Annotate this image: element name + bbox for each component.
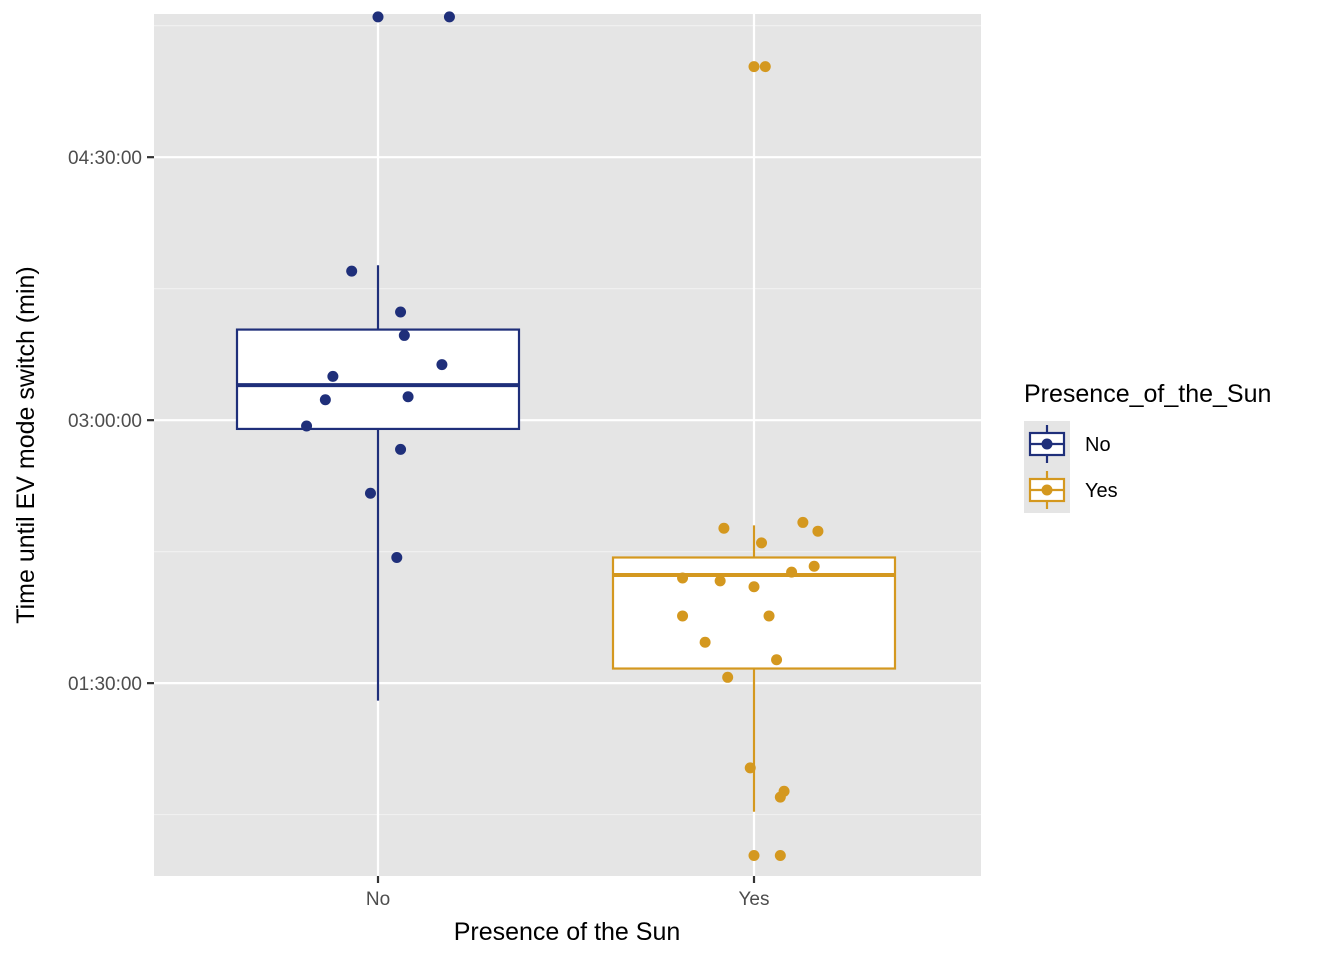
data-point-no [443,11,455,23]
legend-key-point [1041,484,1053,496]
data-point-yes [774,850,786,862]
data-point-yes [677,610,689,622]
legend-label-no: No [1085,434,1111,456]
data-point-no [391,551,403,563]
chart-marks [235,11,897,862]
plot-panel [154,14,981,876]
data-point-no [319,394,331,406]
box-no [235,265,521,701]
data-point-yes [771,654,783,666]
x-tick-label: No [366,889,390,910]
data-point-yes [812,525,824,537]
data-point-no [395,443,407,455]
x-tick-label: Yes [739,889,770,910]
legend-key-yes [1024,467,1070,513]
data-point-yes [748,581,760,593]
data-point-yes [748,850,760,862]
data-point-yes [718,522,730,534]
data-point-no [436,359,448,371]
data-point-yes [722,671,734,683]
data-point-yes [748,61,760,73]
data-point-yes [797,516,809,528]
y-tick-label: 01:30:00 [68,674,142,695]
y-axis-title: Time until EV mode switch (min) [12,266,40,624]
panel-background [154,14,981,876]
legend-key-point [1041,438,1053,450]
data-point-yes [744,762,756,774]
data-point-no [402,391,414,403]
data-point-no [327,370,339,382]
data-point-yes [714,575,726,587]
data-point-no [398,329,410,341]
data-point-yes [808,560,820,572]
legend-label-yes: Yes [1085,480,1118,502]
data-point-yes [677,572,689,584]
data-point-yes [699,636,711,648]
x-axis-title: Presence of the Sun [454,918,681,946]
box-iqr [235,328,521,431]
legend-key-no [1024,421,1070,467]
axes: Presence of the Sun Time until EV mode s… [12,148,770,946]
y-tick-label: 04:30:00 [68,148,142,169]
data-point-yes [756,537,768,549]
data-point-no [346,265,358,277]
data-point-yes [759,61,771,73]
data-point-yes [763,610,775,622]
legend: Presence_of_the_Sun No Yes [1024,380,1271,513]
legend-title: Presence_of_the_Sun [1024,380,1271,408]
data-point-no [395,306,407,318]
data-point-no [372,11,384,23]
data-point-no [364,487,376,499]
data-point-yes [774,791,786,803]
box-yes [611,525,897,812]
data-point-no [301,420,313,432]
data-point-yes [786,566,798,578]
y-tick-label: 03:00:00 [68,411,142,432]
